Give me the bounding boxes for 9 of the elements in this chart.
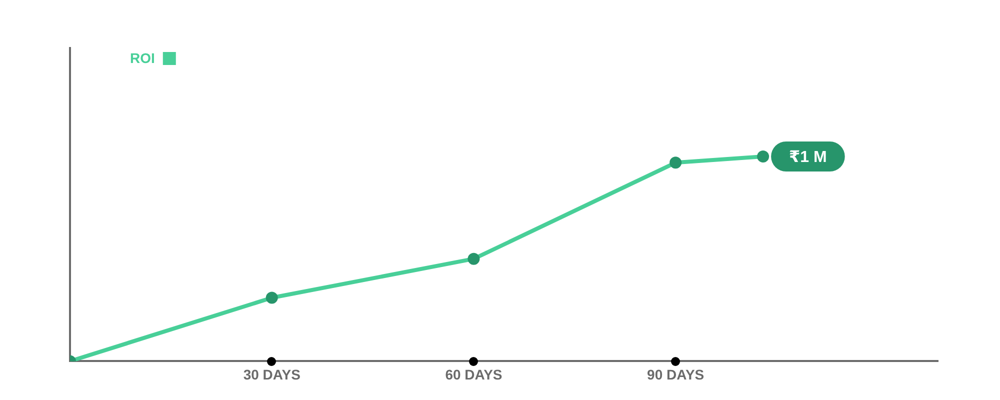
annotation: ₹1 M bbox=[789, 148, 827, 166]
x-tick-label: 30 DAYS bbox=[243, 366, 300, 382]
x-tick-label: 60 DAYS bbox=[445, 366, 502, 382]
point bbox=[468, 252, 480, 265]
x-tick-label: 90 DAYS bbox=[647, 366, 704, 382]
point bbox=[757, 150, 770, 162]
legend-label: ROI bbox=[130, 50, 155, 66]
point bbox=[670, 156, 682, 169]
point bbox=[266, 292, 278, 304]
